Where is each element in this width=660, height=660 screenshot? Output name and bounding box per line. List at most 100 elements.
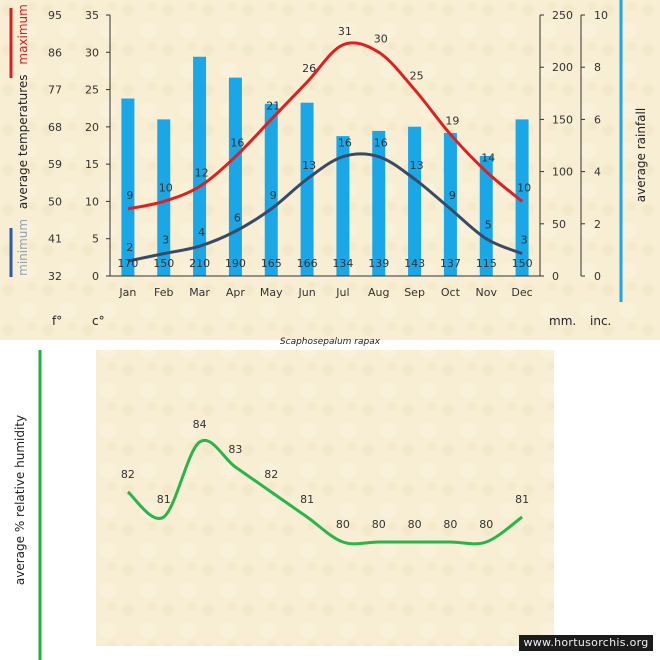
rainfall-label: 170 (117, 257, 138, 270)
inch-tick: 2 (594, 218, 601, 231)
fahrenheit-tick: 77 (48, 84, 62, 97)
min-temp-label: 4 (198, 226, 205, 239)
mm-tick: 150 (552, 113, 573, 126)
rainfall-label: 165 (261, 257, 282, 270)
min-temp-label: 16 (338, 137, 352, 150)
celsius-tick: 0 (92, 270, 99, 283)
min-temp-label: 16 (374, 137, 388, 150)
rainfall-bar-oct (443, 132, 457, 276)
max-label: maximum (16, 4, 30, 64)
rainfall-bar-jan (121, 98, 135, 277)
max-temp-label: 10 (517, 181, 531, 194)
rainfall-bar-apr (228, 77, 242, 276)
min-temp-label: 9 (270, 189, 277, 202)
watermark-background (519, 635, 653, 651)
celsius-tick: 25 (85, 84, 99, 97)
min-temp-label: 6 (234, 211, 241, 224)
right-axis-title: average rainfall (634, 108, 648, 202)
unit-mm: mm. (549, 314, 576, 328)
rainfall-bar-aug (372, 130, 386, 276)
celsius-tick: 35 (85, 9, 99, 22)
max-temp-label: 12 (195, 167, 209, 180)
celsius-tick: 30 (85, 46, 99, 59)
chart-title: Scaphosepalum rapax (280, 337, 381, 347)
fahrenheit-tick: 50 (48, 195, 62, 208)
inch-tick: 4 (594, 166, 601, 179)
celsius-tick: 15 (85, 158, 99, 171)
month-label-nov: Nov (476, 286, 498, 299)
rainfall-label: 137 (440, 257, 461, 270)
humidity-line (126, 438, 523, 546)
month-label-aug: Aug (368, 286, 389, 299)
rainfall-bar-jul (336, 136, 350, 276)
humidity-label: 80 (372, 518, 386, 531)
inch-tick: 10 (594, 9, 608, 22)
mm-tick: 0 (552, 270, 559, 283)
humidity-label: 80 (479, 518, 493, 531)
mm-tick: 250 (552, 9, 573, 22)
month-label-feb: Feb (154, 286, 173, 299)
max-temp-label: 19 (445, 114, 459, 127)
max-temp-label: 21 (266, 99, 280, 112)
fahrenheit-tick: 68 (48, 121, 62, 134)
unit-inch: inc. (590, 314, 611, 328)
month-label-jan: Jan (118, 286, 136, 299)
max-temp-label: 16 (230, 137, 244, 150)
rainfall-bar-may (264, 103, 278, 277)
month-label-sep: Sep (404, 286, 425, 299)
min-temp-label: 9 (449, 189, 456, 202)
left-axis-title: minimum average temperatures maximum (16, 4, 30, 276)
inch-tick: 6 (594, 113, 601, 126)
min-temp-label: 5 (485, 219, 492, 232)
avg-temp-label: average temperatures (16, 74, 30, 209)
rainfall-bar-nov (479, 155, 493, 276)
month-label-dec: Dec (511, 286, 532, 299)
month-label-jul: Jul (335, 286, 349, 299)
rainfall-label: 150 (153, 257, 174, 270)
rainfall-bar-feb (157, 119, 171, 277)
max-temp-label: 31 (338, 25, 352, 38)
rainfall-label: 143 (404, 257, 425, 270)
mm-tick: 50 (552, 218, 566, 231)
mm-tick: 100 (552, 166, 573, 179)
rainfall-bar-sep (408, 126, 422, 276)
celsius-tick: 10 (85, 195, 99, 208)
celsius-tick: 5 (92, 233, 99, 246)
humidity-label: 83 (228, 443, 242, 456)
rainfall-label: 150 (512, 257, 533, 270)
inch-tick: 8 (594, 61, 601, 74)
rainfall-label: 190 (225, 257, 246, 270)
humidity-label: 82 (121, 468, 135, 481)
rainfall-label: 139 (368, 257, 389, 270)
watermark: www.hortusorchis.org (523, 636, 649, 649)
fahrenheit-tick: 41 (48, 233, 62, 246)
month-label-may: May (260, 286, 283, 299)
max-temp-line (127, 41, 524, 211)
month-label-apr: Apr (226, 286, 246, 299)
rainfall-label: 166 (297, 257, 318, 270)
max-temp-label: 10 (159, 181, 173, 194)
max-temp-label: 26 (302, 62, 316, 75)
rainfall-label: 210 (189, 257, 210, 270)
rainfall-label: 115 (476, 257, 497, 270)
humidity-label: 80 (443, 518, 457, 531)
month-label-oct: Oct (441, 286, 461, 299)
humidity-label: 80 (408, 518, 422, 531)
min-temp-label: 2 (126, 241, 133, 254)
humidity-label: 82 (264, 468, 278, 481)
humidity-axis-title: average % relative humidity (13, 415, 27, 585)
fahrenheit-tick: 59 (48, 158, 62, 171)
humidity-label: 84 (193, 418, 207, 431)
unit-celsius: c° (92, 314, 105, 328)
rainfall-label: 134 (332, 257, 353, 270)
max-temp-label: 9 (126, 189, 133, 202)
min-label: minimum (16, 219, 30, 276)
celsius-tick: 20 (85, 121, 99, 134)
fahrenheit-tick: 86 (48, 46, 62, 59)
month-label-jun: Jun (297, 286, 315, 299)
humidity-label: 81 (300, 493, 314, 506)
max-temp-label: 25 (410, 70, 424, 83)
min-temp-line (127, 152, 523, 263)
humidity-label: 81 (157, 493, 171, 506)
max-temp-label: 14 (481, 152, 495, 165)
